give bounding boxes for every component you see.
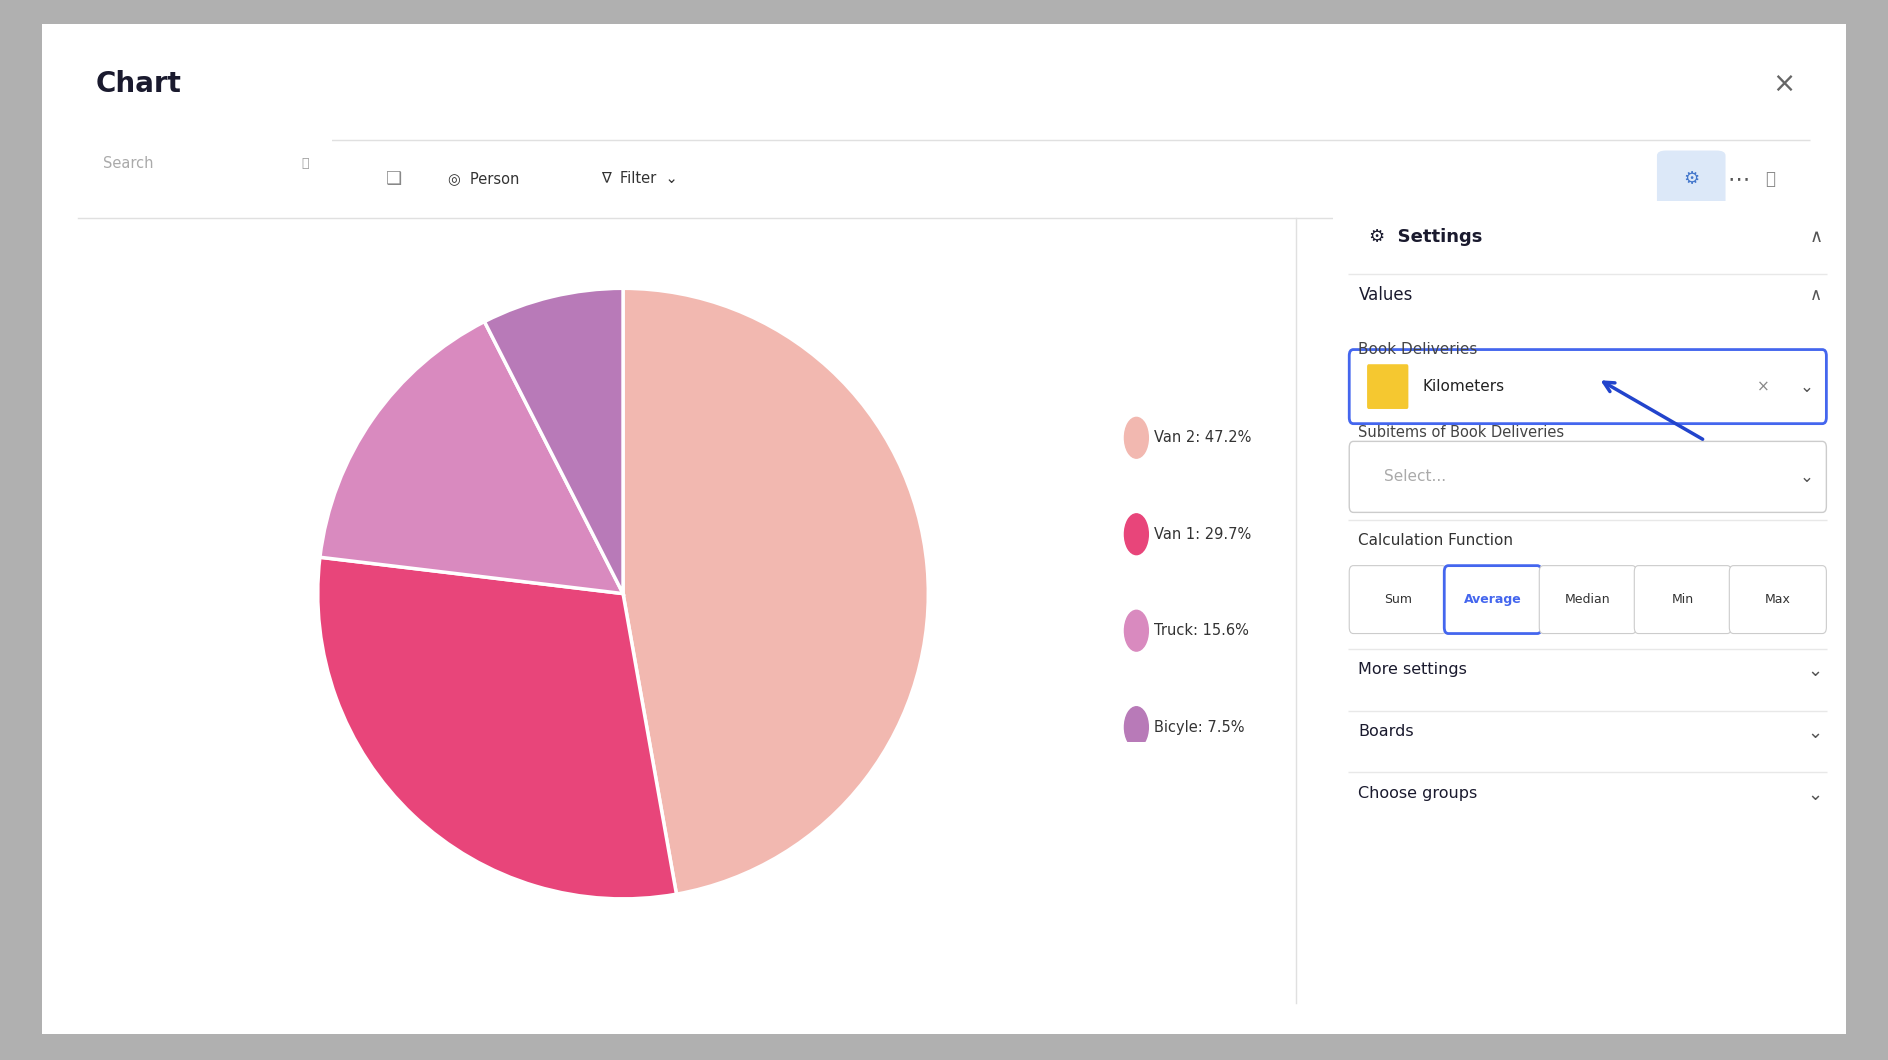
Text: ∇  Filter  ⌄: ∇ Filter ⌄ [600,172,678,187]
Text: ×: × [1758,379,1771,394]
Text: Average: Average [1463,594,1522,606]
Text: Min: Min [1671,594,1694,606]
Text: Truck: 15.6%: Truck: 15.6% [1154,623,1248,638]
Text: ⬜: ⬜ [1765,170,1775,188]
FancyBboxPatch shape [1658,151,1726,211]
Wedge shape [317,558,676,899]
Text: More settings: More settings [1357,662,1467,677]
FancyBboxPatch shape [1444,566,1541,634]
FancyBboxPatch shape [1350,350,1826,424]
FancyBboxPatch shape [1539,566,1637,634]
Text: ⌄: ⌄ [1807,662,1822,681]
FancyBboxPatch shape [1367,365,1408,409]
Wedge shape [319,321,623,594]
Text: Bicyle: 7.5%: Bicyle: 7.5% [1154,720,1244,735]
Text: Max: Max [1765,594,1792,606]
Text: ⋯: ⋯ [1728,169,1750,189]
Circle shape [1125,611,1148,651]
Text: ⌄: ⌄ [1807,785,1822,803]
Circle shape [1125,418,1148,458]
Text: Median: Median [1565,594,1610,606]
FancyBboxPatch shape [1323,186,1852,989]
Text: Sum: Sum [1384,594,1412,606]
Text: Book Deliveries: Book Deliveries [1357,341,1478,357]
Text: Boards: Boards [1357,724,1414,739]
Text: ⌄: ⌄ [1799,377,1814,395]
Text: ⚙  Settings: ⚙ Settings [1369,228,1482,246]
FancyBboxPatch shape [1350,566,1446,634]
Wedge shape [485,288,623,594]
Text: ❑: ❑ [385,170,402,188]
Text: ⌄: ⌄ [1799,467,1814,485]
Text: Subitems of Book Deliveries: Subitems of Book Deliveries [1357,425,1565,440]
FancyBboxPatch shape [1729,566,1826,634]
Circle shape [1125,707,1148,747]
Text: Select...: Select... [1384,470,1446,484]
Text: ⚙: ⚙ [1684,170,1699,188]
Text: ⌄: ⌄ [1807,724,1822,742]
Text: Values: Values [1357,286,1412,304]
FancyBboxPatch shape [59,132,346,194]
FancyBboxPatch shape [15,10,1873,1048]
FancyBboxPatch shape [1350,441,1826,512]
Text: Van 1: 29.7%: Van 1: 29.7% [1154,527,1252,542]
Text: Choose groups: Choose groups [1357,785,1478,800]
Text: ∧: ∧ [1811,286,1822,304]
Text: Kilometers: Kilometers [1422,379,1505,394]
Text: ∧: ∧ [1809,228,1822,246]
Text: ×: × [1773,70,1795,98]
Text: Van 2: 47.2%: Van 2: 47.2% [1154,430,1252,445]
Text: ◎  Person: ◎ Person [447,172,519,187]
Text: Search: Search [104,156,153,171]
Circle shape [1125,514,1148,554]
Text: 🔍: 🔍 [302,157,310,170]
Text: Chart: Chart [96,70,181,98]
FancyBboxPatch shape [1635,566,1731,634]
Text: Calculation Function: Calculation Function [1357,533,1514,548]
Wedge shape [623,288,929,895]
